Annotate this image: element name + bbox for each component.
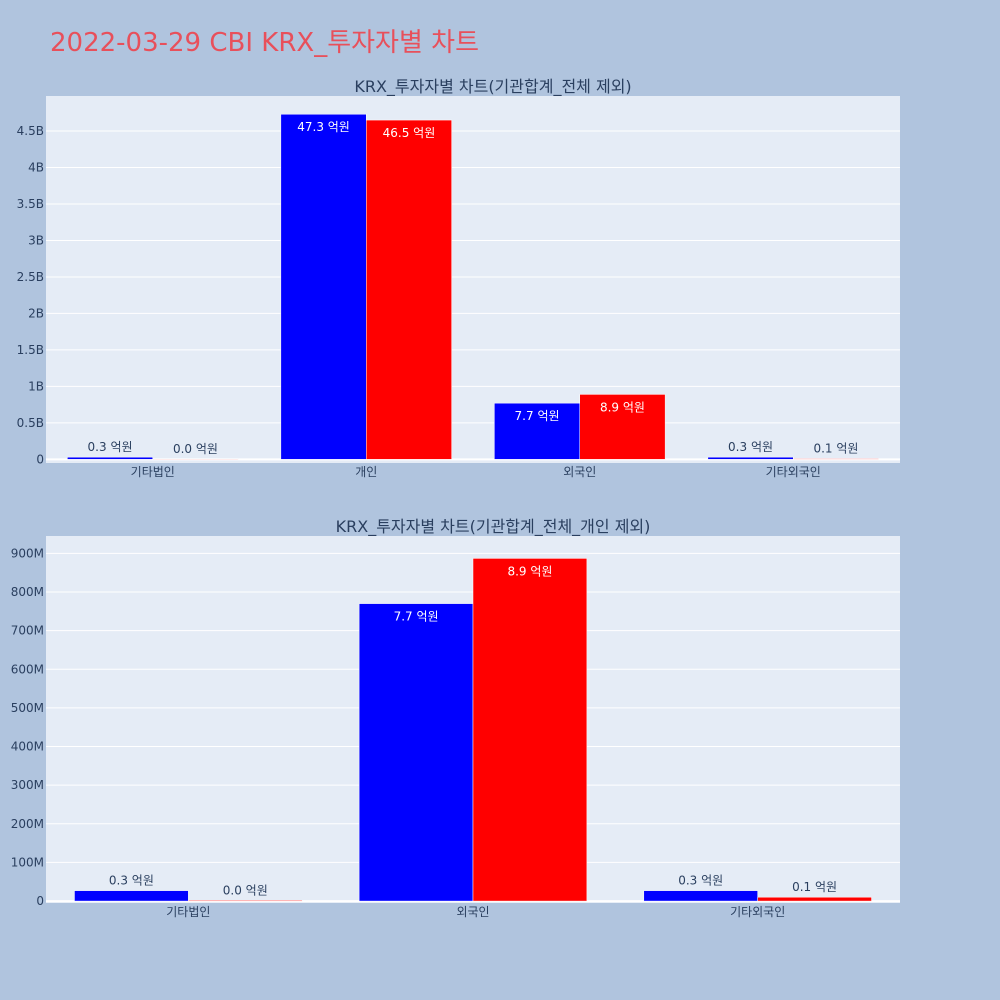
- y-tick-label: 2.5B: [17, 270, 44, 284]
- bar: [643, 890, 758, 902]
- bar: [152, 458, 239, 460]
- data-label: 0.3 억원: [88, 440, 133, 454]
- x-tick-label: 기타법인: [166, 905, 210, 919]
- data-label: 46.5 억원: [383, 126, 436, 140]
- bar: [366, 119, 452, 460]
- data-label: 47.3 억원: [297, 120, 350, 134]
- y-tick-label: 2B: [28, 306, 44, 320]
- x-tick-label: 기타외국인: [730, 905, 785, 919]
- bar: [358, 603, 474, 902]
- x-tick-label: 기타외국인: [766, 465, 821, 479]
- data-label: 0.3 억원: [728, 440, 773, 454]
- bar: [67, 456, 153, 460]
- x-tick-label: 개인: [355, 465, 377, 479]
- bar: [74, 890, 189, 902]
- x-tick-label: 기타법인: [131, 465, 175, 479]
- plot-area: [46, 96, 900, 463]
- data-label: 8.9 억원: [600, 400, 645, 414]
- bar: [472, 558, 588, 902]
- y-tick-label: 4.5B: [17, 124, 44, 138]
- bar: [280, 113, 367, 460]
- y-tick-label: 700M: [11, 624, 44, 638]
- y-tick-label: 500M: [11, 701, 44, 715]
- data-label: 0.1 억원: [813, 442, 858, 456]
- data-label: 0.3 억원: [109, 874, 154, 888]
- y-tick-label: 3B: [28, 233, 44, 247]
- y-tick-label: 0: [36, 452, 44, 466]
- y-tick-label: 200M: [11, 817, 44, 831]
- data-label: 0.3 억원: [678, 874, 723, 888]
- bar: [757, 896, 872, 902]
- y-tick-label: 900M: [11, 546, 44, 560]
- x-tick-label: 외국인: [563, 465, 596, 479]
- data-label: 0.0 억원: [173, 442, 218, 456]
- data-label: 7.7 억원: [394, 610, 439, 624]
- page-title: 2022-03-29 CBI KRX_투자자별 차트: [50, 28, 479, 58]
- y-tick-label: 400M: [11, 740, 44, 754]
- y-tick-label: 300M: [11, 778, 44, 792]
- y-tick-label: 100M: [11, 855, 44, 869]
- chart-title: KRX_투자자별 차트(기관합계_전체_개인 제외): [336, 517, 651, 537]
- bar: [793, 458, 879, 460]
- x-tick-label: 외국인: [456, 905, 489, 919]
- data-label: 0.1 억원: [792, 880, 837, 894]
- y-tick-label: 600M: [11, 662, 44, 676]
- y-tick-label: 4B: [28, 161, 44, 175]
- y-tick-label: 3.5B: [17, 197, 44, 211]
- bar: [707, 456, 794, 460]
- data-label: 0.0 억원: [223, 883, 268, 897]
- y-tick-label: 800M: [11, 585, 44, 599]
- bar: [579, 394, 666, 460]
- data-label: 7.7 억원: [515, 409, 560, 423]
- data-label: 8.9 억원: [507, 564, 552, 578]
- bar: [188, 900, 303, 902]
- y-tick-label: 0: [36, 894, 44, 908]
- y-tick-label: 0.5B: [17, 416, 44, 430]
- y-tick-label: 1B: [28, 379, 44, 393]
- y-tick-label: 1.5B: [17, 343, 44, 357]
- chart-title: KRX_투자자별 차트(기관합계_전체 제외): [354, 77, 631, 97]
